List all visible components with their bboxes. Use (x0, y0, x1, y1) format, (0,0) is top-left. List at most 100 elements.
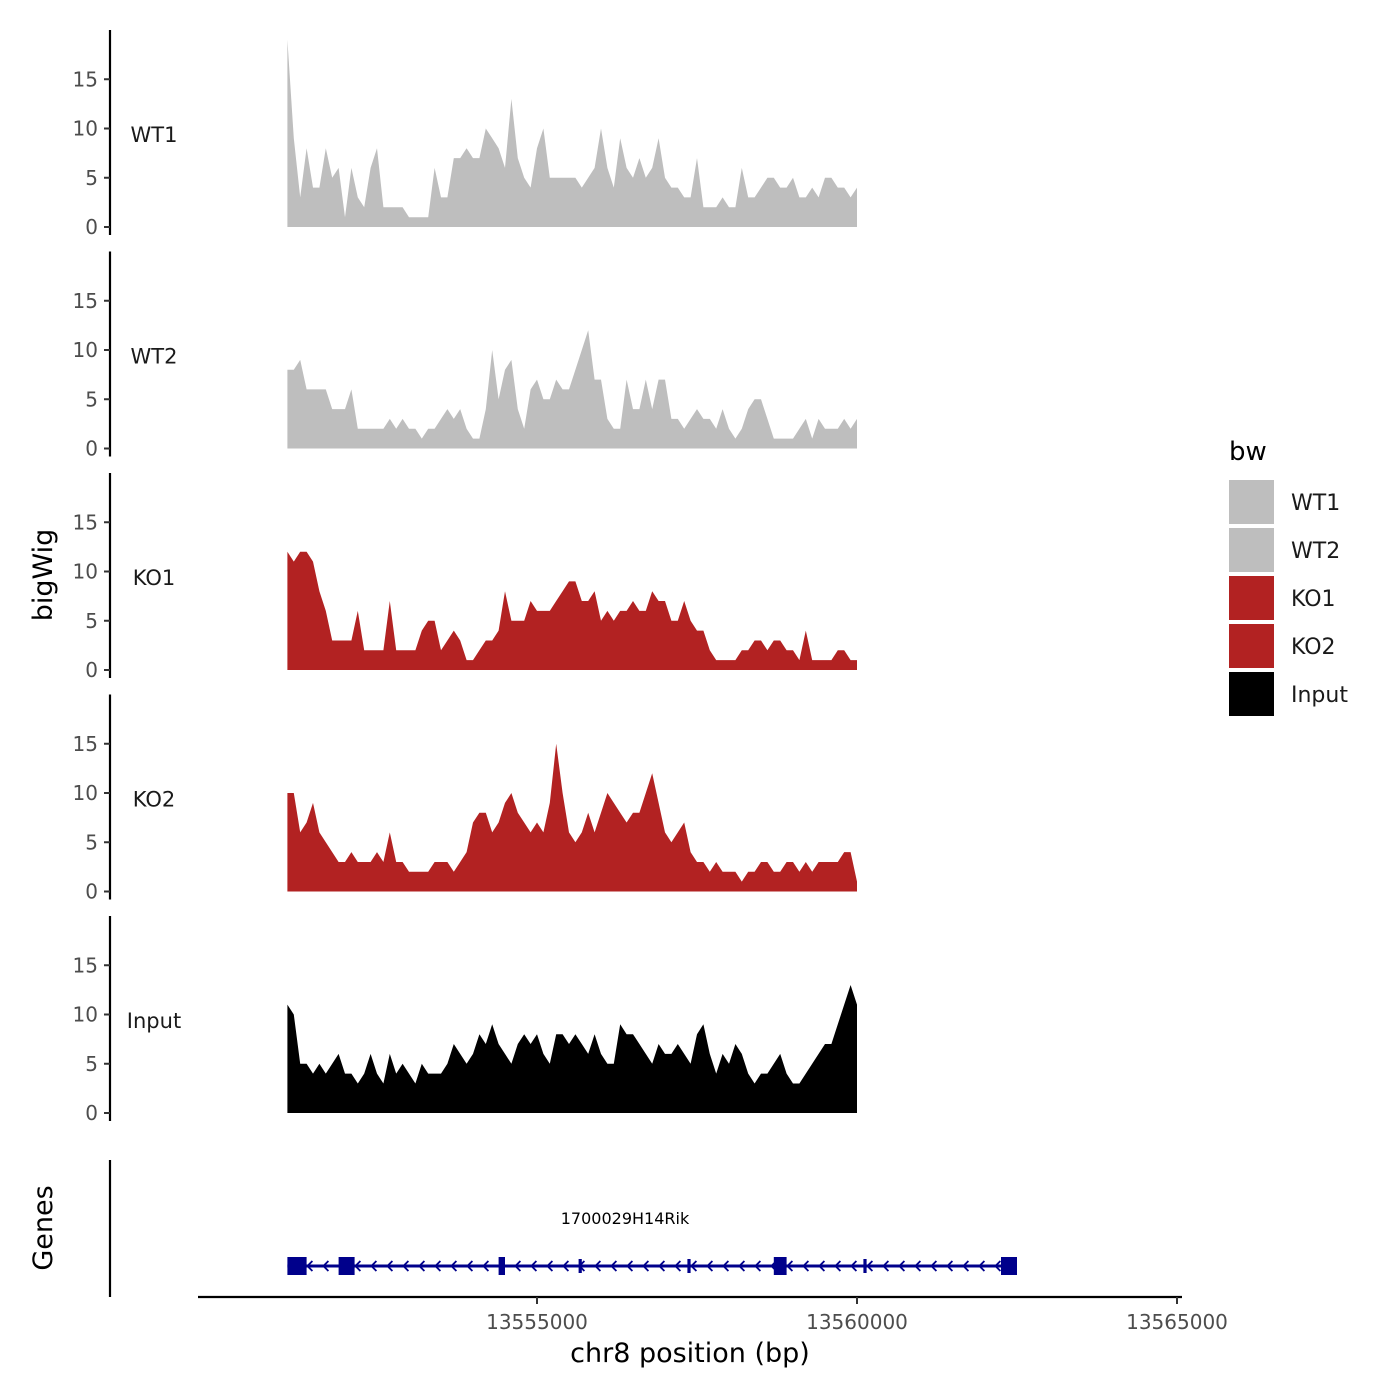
track-ko2: 0 5 10 15 KO2 (73, 694, 857, 904)
strand-arrow (882, 1260, 890, 1272)
legend-key-wt2 (1229, 528, 1274, 572)
y-tick-label-input-5: 5 (85, 1052, 98, 1076)
strand-arrow (386, 1260, 394, 1272)
strand-arrow (626, 1260, 634, 1272)
track-input: 0 5 10 15 Input (73, 916, 857, 1125)
y-tick-label-ko2-15: 15 (73, 732, 98, 756)
y-tick-label-ko1-0: 0 (85, 658, 98, 682)
strand-arrow (994, 1260, 1002, 1272)
strand-arrow (306, 1260, 314, 1272)
strand-arrow (658, 1260, 666, 1272)
strand-arrow (898, 1260, 906, 1272)
y-tick-label-input-15: 15 (73, 953, 98, 977)
strand-arrow (914, 1260, 922, 1272)
area-ko1 (287, 551, 857, 670)
bigwig-tracks: 0 5 10 15 WT1 0 5 10 15 WT2 0 5 10 15 KO1 0 5 10 15 KO2 0 5 10… (73, 30, 857, 1125)
y-tick-label-ko1-10: 10 (73, 560, 98, 584)
y-tick-label-input-0: 0 (85, 1101, 98, 1125)
area-wt1 (287, 39, 857, 228)
legend-label-ko2: KO2 (1291, 635, 1336, 660)
exon-5 (687, 1259, 691, 1273)
exon-3 (498, 1257, 505, 1275)
exon-4 (578, 1259, 582, 1273)
area-input (287, 985, 857, 1113)
legend: bw WT1 WT2 KO1 KO2 Input (1229, 437, 1348, 716)
strand-arrow (738, 1260, 746, 1272)
y-tick-label-ko1-5: 5 (85, 609, 98, 633)
legend-label-wt1: WT1 (1291, 491, 1340, 516)
track-label-ko2: KO2 (133, 788, 176, 812)
x-tick-label-13560000: 13560000 (806, 1310, 908, 1334)
y-tick-label-wt2-15: 15 (73, 289, 98, 313)
track-wt1: 0 5 10 15 WT1 (73, 30, 857, 239)
legend-key-ko2 (1229, 624, 1274, 668)
legend-key-ko1 (1229, 576, 1274, 620)
strand-arrow (850, 1260, 858, 1272)
area-ko2 (287, 743, 857, 892)
strand-arrow (866, 1260, 874, 1272)
strand-arrow (706, 1260, 714, 1272)
x-axis: 13555000 13560000 13565000 chr8 position (… (198, 1295, 1228, 1369)
legend-key-input (1229, 672, 1274, 716)
track-ko1: 0 5 10 15 KO1 (73, 473, 857, 682)
strand-arrow (946, 1260, 954, 1272)
y-tick-label-ko1-15: 15 (73, 510, 98, 534)
strand-arrow (402, 1260, 410, 1272)
strand-arrow (722, 1260, 730, 1272)
strand-arrow (978, 1260, 986, 1272)
track-label-ko1: KO1 (133, 566, 176, 590)
area-wt2 (287, 330, 857, 449)
track-wt2: 0 5 10 15 WT2 (73, 251, 857, 461)
exon-2 (338, 1257, 355, 1275)
strand-arrow (354, 1260, 362, 1272)
strand-arrow (802, 1260, 810, 1272)
exon-6 (773, 1257, 787, 1275)
legend-title: bw (1229, 437, 1267, 467)
strand-arrow (370, 1260, 378, 1272)
legend-label-wt2: WT2 (1291, 539, 1340, 564)
gene-name-label: 1700029H14Rik (561, 1209, 690, 1228)
y-tick-label-wt2-5: 5 (85, 387, 98, 411)
strand-arrow (754, 1260, 762, 1272)
strand-arrow (434, 1260, 442, 1272)
genes-panel-label: Genes (28, 1185, 59, 1270)
genes-panel: Genes 1700029H14Rik (28, 1160, 1017, 1297)
strand-arrow (594, 1260, 602, 1272)
strand-arrow (674, 1260, 682, 1272)
track-label-wt2: WT2 (131, 345, 178, 369)
strand-arrow (610, 1260, 618, 1272)
exon-1 (287, 1257, 307, 1275)
x-axis-title: chr8 position (bp) (570, 1338, 810, 1369)
strand-arrow (642, 1260, 650, 1272)
legend-label-ko1: KO1 (1291, 587, 1336, 612)
strand-arrow (514, 1260, 522, 1272)
exon-8 (1001, 1257, 1017, 1275)
strand-arrow (418, 1260, 426, 1272)
y-tick-label-ko2-0: 0 (85, 880, 98, 904)
strand-arrow (818, 1260, 826, 1272)
y-tick-label-wt2-0: 0 (85, 437, 98, 461)
strand-arrow (482, 1260, 490, 1272)
x-tick-label-13565000: 13565000 (1126, 1310, 1228, 1334)
strand-arrow (562, 1260, 570, 1272)
strand-arrow (962, 1260, 970, 1272)
y-tick-label-input-10: 10 (73, 1003, 98, 1027)
y-axis-title: bigWig (28, 529, 59, 622)
track-label-wt1: WT1 (131, 123, 178, 147)
y-tick-label-wt1-15: 15 (73, 67, 98, 91)
x-tick-label-13555000: 13555000 (486, 1310, 588, 1334)
gene-model (287, 1257, 1017, 1275)
legend-key-wt1 (1229, 480, 1274, 524)
strand-arrow (546, 1260, 554, 1272)
y-tick-label-ko2-10: 10 (73, 781, 98, 805)
y-tick-label-ko2-5: 5 (85, 830, 98, 854)
y-tick-label-wt1-5: 5 (85, 166, 98, 190)
track-label-input: Input (127, 1009, 181, 1033)
y-tick-label-wt2-10: 10 (73, 338, 98, 362)
strand-arrow (834, 1260, 842, 1272)
strand-arrow (530, 1260, 538, 1272)
y-tick-label-wt1-0: 0 (85, 215, 98, 239)
strand-arrow (786, 1260, 794, 1272)
strand-arrow (322, 1260, 330, 1272)
